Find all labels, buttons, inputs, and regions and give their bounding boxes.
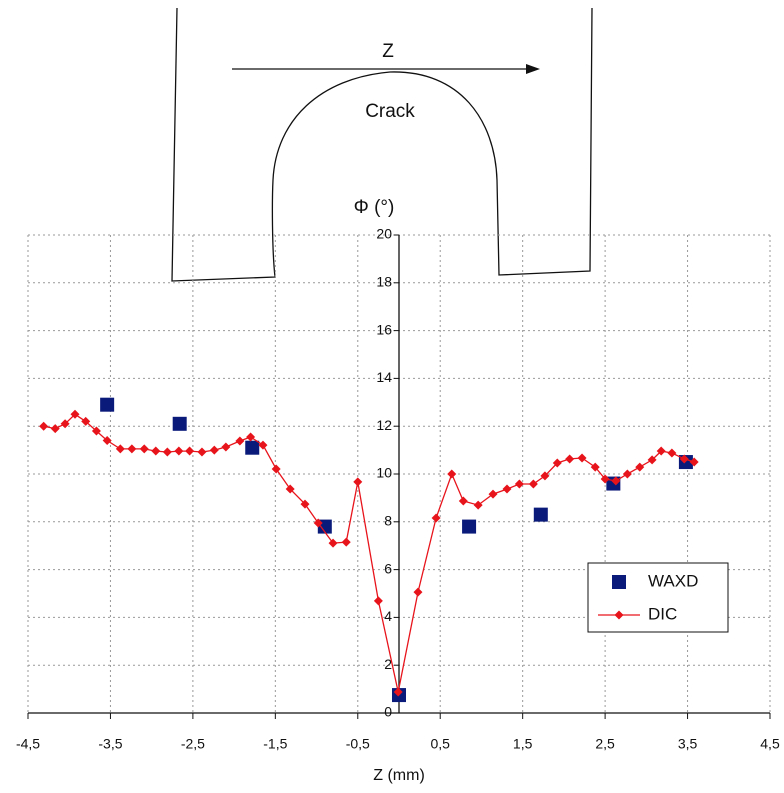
marker-diamond [285, 484, 295, 494]
marker-diamond [447, 469, 457, 479]
marker-diamond [488, 489, 498, 499]
marker-diamond [81, 416, 91, 426]
marker-square [462, 519, 477, 534]
legend-label: WAXD [648, 571, 698, 590]
y-tick-label: 14 [376, 369, 392, 385]
marker-diamond [353, 477, 363, 487]
x-tick-label: -4,5 [16, 736, 40, 752]
x-tick-label: -1,5 [263, 736, 287, 752]
marker-diamond [622, 469, 632, 479]
marker-diamond [413, 587, 423, 597]
y-tick-label: 12 [376, 417, 392, 433]
x-tick-label: 0,5 [430, 736, 450, 752]
y-tick-label: 16 [376, 321, 392, 337]
x-tick-label: 4,5 [760, 736, 780, 752]
z-arrowhead [526, 64, 540, 74]
marker-square [245, 440, 260, 455]
marker-diamond [127, 444, 137, 454]
x-tick-label: -0,5 [346, 736, 370, 752]
marker-diamond [393, 687, 403, 697]
marker-diamond [540, 471, 550, 481]
y-tick-label: 2 [384, 656, 392, 672]
marker-diamond [258, 440, 268, 450]
y-tick-label: 4 [384, 608, 392, 624]
y-tick-label: 18 [376, 274, 392, 290]
marker-diamond [185, 446, 195, 456]
marker-diamond [221, 442, 231, 452]
marker-diamond [656, 446, 666, 456]
y-tick-label: 0 [384, 704, 392, 720]
marker-diamond [528, 479, 538, 489]
marker-diamond [577, 453, 587, 463]
marker-diamond [300, 499, 310, 509]
crack-outline [171, 7, 593, 282]
marker-diamond [473, 500, 483, 510]
marker-diamond [60, 419, 70, 429]
x-tick-label: -3,5 [98, 736, 122, 752]
legend-label: DIC [648, 604, 677, 623]
marker-square [172, 416, 187, 431]
y-tick-label: 20 [376, 226, 392, 242]
marker-diamond [431, 513, 441, 523]
x-tick-label: 1,5 [513, 736, 533, 752]
marker-diamond [39, 421, 49, 431]
marker-square [100, 397, 115, 412]
marker-diamond [91, 426, 101, 436]
marker-diamond [115, 444, 125, 454]
legend-box [587, 562, 729, 633]
marker-diamond [679, 454, 689, 464]
x-tick-label: -2,5 [181, 736, 205, 752]
marker-diamond [514, 479, 524, 489]
marker-diamond [458, 496, 468, 506]
marker-diamond [565, 454, 575, 464]
marker-diamond [647, 455, 657, 465]
marker-diamond [502, 484, 512, 494]
marker-diamond [667, 448, 677, 458]
marker-diamond [246, 432, 256, 442]
marker-diamond [162, 447, 172, 457]
marker-diamond [611, 476, 621, 486]
marker-diamond [139, 444, 149, 454]
marker-diamond [689, 457, 699, 467]
marker-diamond [50, 424, 60, 434]
marker-diamond [102, 436, 112, 446]
marker-diamond [552, 458, 562, 468]
legend-marker [612, 575, 626, 589]
marker-diamond [151, 446, 161, 456]
specimen-outline [171, 7, 593, 282]
marker-diamond [313, 518, 323, 528]
x-tick-label: 2,5 [595, 736, 615, 752]
marker-diamond [197, 447, 207, 457]
marker-diamond [328, 538, 338, 548]
marker-diamond [174, 446, 184, 456]
series-line [43, 413, 695, 693]
marker-diamond [600, 474, 610, 484]
marker-diamond [341, 537, 351, 547]
legend-marker [614, 610, 624, 620]
legend: WAXD DIC [587, 562, 729, 633]
annotation: Z [382, 41, 394, 62]
y-tick-label: 8 [384, 513, 392, 529]
y-tick-label: 6 [384, 560, 392, 576]
marker-diamond [271, 464, 281, 474]
x-tick-label: 3,5 [678, 736, 698, 752]
marker-diamond [209, 445, 219, 455]
y-axis-label: Φ (°) [354, 197, 395, 218]
marker-diamond [590, 462, 600, 472]
marker-diamond [70, 409, 80, 419]
y-tick-label: 10 [376, 465, 392, 481]
annotation: Crack [365, 101, 415, 122]
marker-diamond [373, 596, 383, 606]
marker-square [533, 507, 548, 522]
marker-diamond [635, 462, 645, 472]
marker-diamond [235, 436, 245, 446]
x-axis-label: Z (mm) [373, 767, 425, 784]
